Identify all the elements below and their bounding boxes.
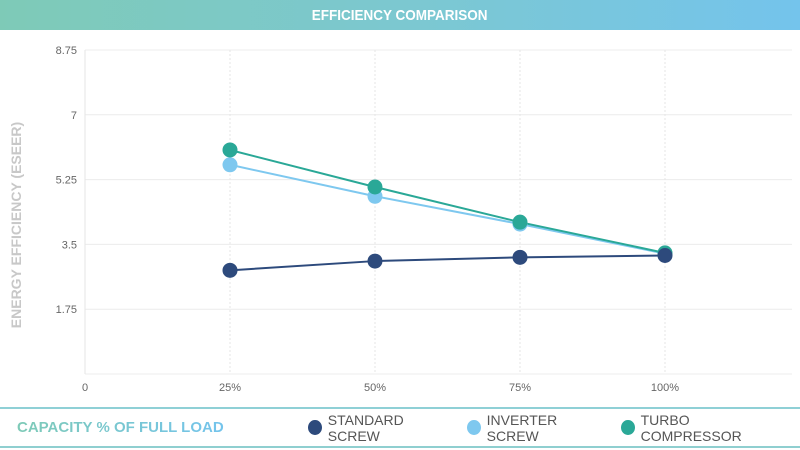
- legend-marker-icon: [308, 420, 322, 435]
- x-tick-label: 75%: [509, 382, 531, 394]
- legend-item-inverter-screw[interactable]: INVERTER SCREW: [466, 411, 603, 444]
- x-axis-label: CAPACITY % OF FULL LOAD: [17, 419, 224, 436]
- series-line: [229, 149, 666, 254]
- y-tick-label: 8.75: [56, 45, 77, 57]
- data-point: [512, 249, 528, 265]
- series-line: [229, 254, 666, 272]
- data-point: [367, 253, 383, 269]
- legend-label: STANDARD SCREW: [327, 411, 404, 444]
- legend-item-turbo-compressor[interactable]: TURBO COMPRESSOR: [620, 411, 782, 444]
- legend: STANDARD SCREW INVERTER SCREW TURBO COMP…: [308, 412, 800, 444]
- plot-area: 1.75 3.5 5.25 7 8.75 0 25% 50% 75% 100%: [56, 45, 792, 394]
- data-point: [512, 214, 528, 230]
- legend-marker-icon: [466, 420, 481, 435]
- data-point: [222, 262, 238, 278]
- y-tick-label: 1.75: [56, 304, 77, 316]
- chart-title: EFFICIENCY COMPARISON: [312, 6, 488, 24]
- x-tick-label: 50%: [364, 382, 386, 394]
- data-point: [222, 157, 238, 173]
- series-points: [222, 142, 673, 278]
- x-tick-label: 25%: [219, 382, 241, 394]
- data-point: [367, 179, 383, 195]
- data-point: [657, 248, 673, 264]
- x-ticks: 0 25% 50% 75% 100%: [82, 382, 679, 394]
- legend-item-standard-screw[interactable]: STANDARD SCREW: [308, 412, 449, 444]
- legend-marker-icon: [620, 420, 635, 435]
- x-tick-label: 100%: [651, 382, 679, 394]
- data-point: [222, 142, 238, 158]
- x-tick-label: 0: [82, 382, 88, 394]
- grid: [84, 49, 792, 375]
- y-ticks: 1.75 3.5 5.25 7 8.75: [56, 45, 77, 316]
- y-tick-label: 7: [71, 110, 77, 122]
- y-tick-label: 5.25: [56, 175, 77, 187]
- y-tick-label: 3.5: [62, 239, 77, 251]
- legend-bar: CAPACITY % OF FULL LOAD STANDARD SCREW I…: [0, 407, 800, 448]
- legend-label: INVERTER SCREW: [486, 411, 558, 444]
- chart-title-bar: EFFICIENCY COMPARISON: [0, 0, 800, 30]
- series-lines: [229, 149, 666, 272]
- legend-label: TURBO COMPRESSOR: [640, 411, 742, 444]
- series-line: [229, 163, 666, 255]
